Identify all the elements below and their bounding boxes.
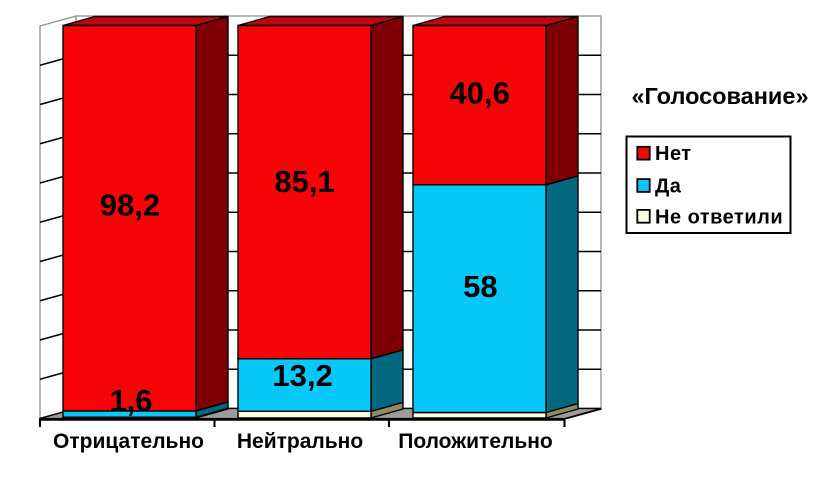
svg-text:Нет: Нет [655,143,692,165]
svg-text:Нейтрально: Нейтрально [237,430,363,453]
svg-text:Не ответили: Не ответили [655,206,783,228]
svg-text:98,2: 98,2 [100,188,160,223]
svg-text:Положительно: Положительно [398,430,553,453]
svg-text:«Голосование»: «Голосование» [631,83,808,109]
svg-text:1,6: 1,6 [109,383,152,418]
svg-text:Да: Да [655,176,682,198]
svg-text:13,2: 13,2 [272,358,332,393]
svg-text:Отрицательно: Отрицательно [53,430,204,453]
svg-text:85,1: 85,1 [274,164,334,199]
svg-text:40,6: 40,6 [450,76,510,111]
svg-text:58: 58 [463,269,497,304]
